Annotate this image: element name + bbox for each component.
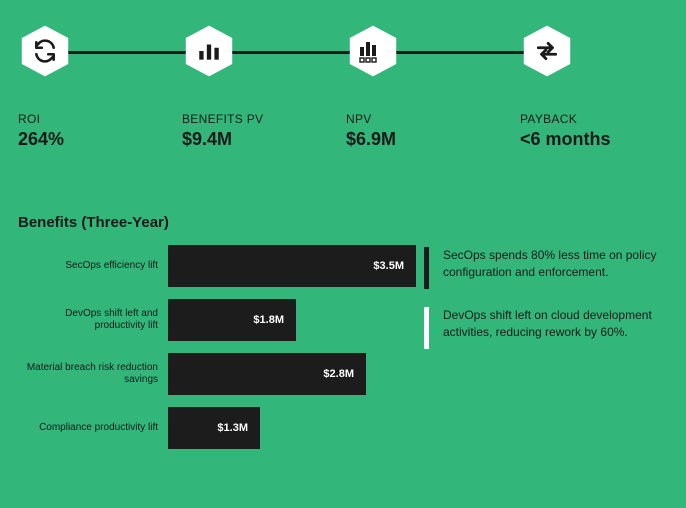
stat-value: $9.4M [182, 129, 263, 150]
bar: $3.5M [168, 245, 416, 287]
callout-text: DevOps shift left on cloud development a… [443, 307, 674, 349]
stat-0 [18, 24, 168, 78]
transfer-icon [520, 24, 574, 78]
bars-sm-icon [346, 24, 400, 78]
callouts-column: SecOps spends 80% less time on policy co… [424, 247, 674, 367]
stat-label: BENEFITS PV [182, 112, 263, 126]
bar-label: SecOps efficiency lift [18, 260, 168, 273]
bar: $1.3M [168, 407, 260, 449]
stat-value: 264% [18, 129, 64, 150]
stat-labels-1: BENEFITS PV $9.4M [182, 112, 263, 150]
stat-labels-2: NPV $6.9M [346, 112, 396, 150]
callout-accent [424, 247, 429, 289]
infographic-page: ROI 264% BENEFITS PV $9.4M NPV $6.9M PAYBAC… [0, 0, 686, 508]
stat-label: PAYBACK [520, 112, 611, 126]
stat-value: $6.9M [346, 129, 396, 150]
stat-label: NPV [346, 112, 396, 126]
stats-labels-row: ROI 264% BENEFITS PV $9.4M NPV $6.9M PAYBAC… [18, 112, 668, 158]
bar-value: $1.3M [217, 422, 248, 434]
stat-label: ROI [18, 112, 64, 126]
bars-icon [182, 24, 236, 78]
stats-row [18, 24, 668, 94]
bar-value: $3.5M [373, 260, 404, 272]
stat-labels-0: ROI 264% [18, 112, 64, 150]
benefits-chart: SecOps efficiency lift $3.5M DevOps shif… [18, 245, 668, 449]
callout: DevOps shift left on cloud development a… [424, 307, 674, 349]
stat-1 [182, 24, 332, 78]
stat-3 [520, 24, 670, 78]
benefits-title: Benefits (Three-Year) [18, 214, 668, 231]
bar-label: Material breach risk reduction savings [18, 362, 168, 387]
stat-2 [346, 24, 496, 78]
bar: $1.8M [168, 299, 296, 341]
bar-value: $1.8M [253, 314, 284, 326]
callout: SecOps spends 80% less time on policy co… [424, 247, 674, 289]
callout-accent [424, 307, 429, 349]
bar-label: DevOps shift left and productivity lift [18, 308, 168, 333]
benefits-section: Benefits (Three-Year) SecOps efficiency … [18, 214, 668, 449]
bar-label: Compliance productivity lift [18, 422, 168, 435]
bar: $2.8M [168, 353, 366, 395]
refresh-icon [18, 24, 72, 78]
stat-value: <6 months [520, 129, 611, 150]
callout-text: SecOps spends 80% less time on policy co… [443, 247, 674, 289]
bar-value: $2.8M [323, 368, 354, 380]
stat-labels-3: PAYBACK <6 months [520, 112, 611, 150]
bar-row: Compliance productivity lift $1.3M [18, 407, 668, 449]
